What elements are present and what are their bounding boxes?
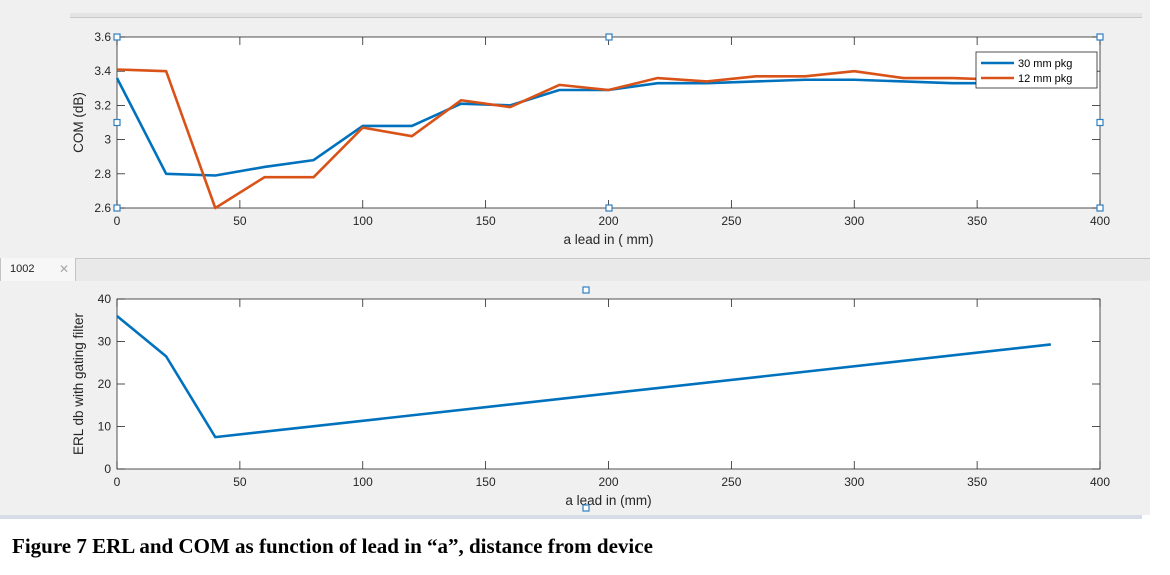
selection-handle — [1096, 118, 1104, 127]
x-tick-label: 0 — [114, 214, 121, 228]
plot-area — [116, 298, 1101, 470]
x-axis-label: a lead in ( mm) — [563, 232, 653, 247]
y-tick-label: 10 — [98, 420, 112, 434]
y-tick-label: 0 — [104, 462, 111, 476]
x-tick-label: 150 — [476, 475, 496, 489]
y-tick-label: 40 — [98, 292, 112, 306]
y-tick-label: 3 — [104, 133, 111, 147]
x-tick-label: 200 — [598, 214, 618, 228]
selection-handle — [1096, 33, 1104, 41]
chart-1: 0 50 100 150 200 250 300 350 400 2.6 2.8 3 3.2 3.4 3.6… — [71, 30, 1110, 247]
y-axis-label: ERL db with gating filter — [71, 312, 86, 455]
bottom-divider — [0, 515, 1142, 519]
x-tick-label: 300 — [844, 475, 864, 489]
plot-area — [116, 36, 1101, 209]
x-tick-label: 150 — [476, 214, 496, 228]
series-line — [116, 314, 1051, 439]
selection-handle — [582, 504, 590, 512]
x-tick-label: 350 — [967, 214, 987, 228]
x-tick-label: 100 — [353, 214, 373, 228]
x-tick-label: 200 — [598, 475, 618, 489]
selection-handle — [113, 118, 121, 127]
selection-handle — [1096, 204, 1104, 212]
figure-caption: Figure 7 ERL and COM as function of lead… — [12, 534, 653, 558]
selection-handle — [605, 33, 613, 41]
y-tick-label: 3.6 — [94, 30, 111, 44]
x-axis-label: a lead in (mm) — [565, 493, 651, 508]
y-axis-label: COM (dB) — [71, 92, 86, 153]
y-tick-label: 3.2 — [94, 98, 111, 112]
y-tick-label: 20 — [98, 377, 112, 391]
top-tab-strip — [70, 13, 1142, 18]
figure-tab-1002[interactable]: 1002 ✕ — [0, 258, 76, 282]
chart-2: 0 50 100 150 200 250 300 350 400 0 10 20 30 40 a lead … — [71, 286, 1110, 512]
x-tick-label: 250 — [721, 214, 741, 228]
selection-handle — [113, 33, 121, 41]
figure-tab-label: 1002 — [10, 263, 35, 275]
selection-handle — [113, 204, 121, 212]
x-tick-label: 0 — [114, 475, 121, 489]
y-tick-label: 2.8 — [94, 167, 111, 181]
x-tick-label: 400 — [1090, 214, 1110, 228]
x-tick-label: 350 — [967, 475, 987, 489]
x-tick-label: 50 — [233, 475, 247, 489]
x-tick-label: 300 — [844, 214, 864, 228]
legend-label: 30 mm pkg — [1018, 58, 1072, 70]
selection-handle — [582, 286, 590, 294]
x-tick-label: 50 — [233, 214, 247, 228]
legend-label: 12 mm pkg — [1018, 73, 1072, 85]
x-tick-label: 100 — [353, 475, 373, 489]
y-tick-label: 2.6 — [94, 201, 111, 215]
x-tick-label: 250 — [721, 475, 741, 489]
selection-handle — [605, 204, 613, 212]
y-tick-label: 30 — [98, 335, 112, 349]
y-tick-label: 3.4 — [94, 64, 111, 78]
close-icon[interactable]: ✕ — [59, 262, 70, 276]
x-tick-label: 400 — [1090, 475, 1110, 489]
legend — [975, 51, 1098, 89]
figure-tab-strip — [0, 258, 1150, 282]
